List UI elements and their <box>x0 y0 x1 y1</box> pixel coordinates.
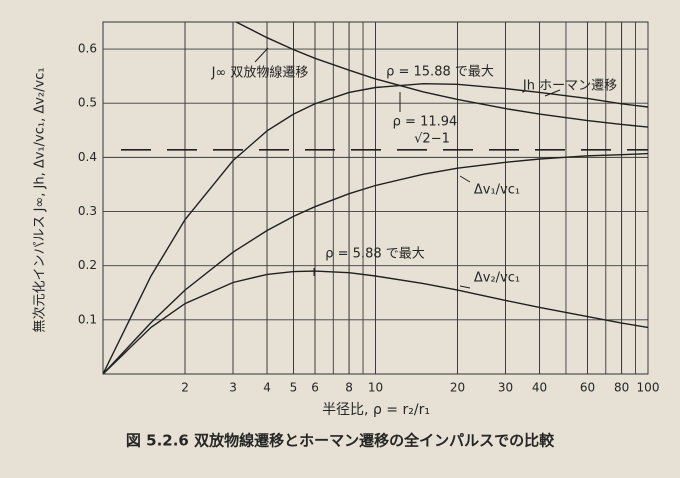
x-tick-label: 60 <box>580 381 595 395</box>
x-tick-label: 6 <box>311 381 319 395</box>
y-tick-label: 0.4 <box>78 150 97 164</box>
annotation: ρ = 11.94 <box>393 115 458 130</box>
y-tick-label: 0.2 <box>78 258 97 272</box>
x-tick-label: 80 <box>614 381 629 395</box>
annotation: ρ = 15.88 で最大 <box>386 65 494 80</box>
y-tick-label: 0.3 <box>78 204 97 218</box>
x-tick-label: 30 <box>498 381 513 395</box>
y-tick-label: 0.5 <box>78 96 97 110</box>
leader-line <box>544 89 561 97</box>
leader-line <box>459 175 471 183</box>
leader-line <box>254 47 269 63</box>
y-tick-label: 0.6 <box>78 42 97 56</box>
series-label: Jh ホーマン遷移 <box>522 79 617 94</box>
annotation: ρ = 5.88 で最大 <box>325 247 425 262</box>
x-tick-label: 10 <box>368 381 383 395</box>
x-tick-label: 2 <box>181 381 189 395</box>
leader-line <box>459 285 471 289</box>
x-tick-label: 40 <box>532 381 547 395</box>
x-tick-label: 5 <box>290 381 298 395</box>
line-series <box>103 152 648 374</box>
line-series <box>103 82 648 374</box>
series-label: Δv₂/vc₁ <box>474 271 520 286</box>
x-tick-label: 20 <box>450 381 465 395</box>
y-tick-label: 0.1 <box>78 312 97 326</box>
x-tick-label: 100 <box>637 381 660 395</box>
series-label: Δv₁/vc₁ <box>474 183 520 198</box>
series-label: J∞ 双放物線遷移 <box>211 65 309 81</box>
line-series <box>103 270 648 374</box>
asymptote-label: √2−1 <box>414 131 450 146</box>
x-tick-label: 4 <box>263 381 271 395</box>
line-series <box>234 22 648 128</box>
chart-title: 図 5.2.6 双放物線遷移とホーマン遷移の全インパルスでの比較 <box>126 432 555 450</box>
x-axis-label: 半径比, ρ = r₂/r₁ <box>322 402 430 418</box>
y-axis-label: 無次元化インパルス J∞, Jh, Δv₁/vc₁, Δv₂/vc₁ <box>32 67 48 332</box>
x-tick-label: 8 <box>345 381 353 395</box>
x-tick-label: 3 <box>229 381 237 395</box>
